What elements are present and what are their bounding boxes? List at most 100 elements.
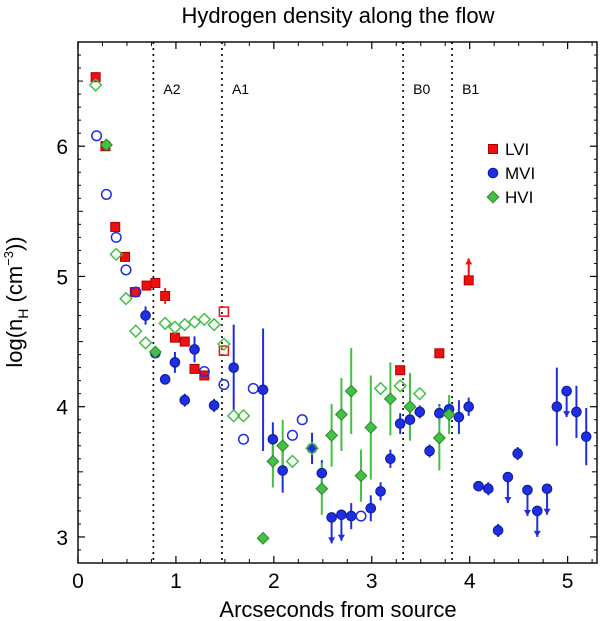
mvi-point: [502, 471, 514, 483]
y-axis-label: log(nH (cm−3)): [1, 236, 31, 367]
hvi-point: [99, 138, 113, 152]
mvi-point: [424, 445, 435, 457]
mvi-point: [571, 406, 582, 418]
hvi-legend-label: HVI: [505, 188, 533, 207]
hvi-point: [128, 324, 143, 339]
mvi-point: [218, 379, 230, 391]
lvi-point: [434, 348, 445, 359]
hvi-point: [393, 378, 408, 393]
mvi-point: [296, 414, 308, 426]
mvi-point: [208, 400, 220, 411]
mvi-point: [463, 401, 475, 413]
mvi-point: [453, 411, 465, 423]
legend: LVI MVI HVI: [486, 140, 535, 207]
mvi-point: [355, 510, 367, 522]
lvi-point: [141, 280, 152, 291]
mvi-point: [512, 448, 523, 459]
hvi-point: [412, 386, 427, 401]
chart-title: Hydrogen density along the flow: [181, 3, 494, 28]
mvi-legend-marker: [487, 167, 499, 179]
mvi-point: [365, 502, 377, 514]
mvi-point: [228, 362, 239, 373]
x-tick-label: 2: [268, 570, 280, 593]
lvi-legend-label: LVI: [505, 140, 529, 159]
y-tick-label: 4: [56, 397, 68, 420]
region-label: A2: [163, 81, 180, 97]
mvi-point: [159, 374, 171, 385]
lvi-point: [395, 365, 406, 376]
hvi-point: [354, 469, 368, 483]
mvi-point: [492, 525, 504, 536]
hvi-point: [148, 345, 162, 359]
lvi-point: [189, 363, 200, 374]
lvi-legend-marker: [488, 144, 498, 154]
mvi-point: [551, 401, 563, 413]
x-tick-label: 1: [170, 570, 182, 593]
axis-ticks: 0 1 2 3 4 5 3 4 5 6: [56, 41, 597, 593]
mvi-point: [169, 357, 181, 368]
lvi-limit-arrowhead: [465, 258, 473, 265]
hvi-point: [383, 392, 397, 406]
hvi-point: [364, 421, 378, 435]
lvi-point: [120, 251, 131, 262]
plot-area: A2 A1 B0 B1 0 1 2 3 4 5 3 4 5 6: [56, 41, 598, 593]
mvi-point: [531, 505, 543, 517]
mvi-point: [179, 394, 191, 406]
y-tick-label: 5: [56, 266, 68, 289]
y-tick-label: 3: [56, 527, 68, 550]
hvi-point: [226, 408, 241, 423]
mvi-point: [404, 414, 416, 426]
x-tick-label: 0: [72, 570, 84, 593]
mvi-limit-arrowhead: [533, 530, 541, 537]
mvi-point: [473, 480, 484, 492]
mvi-point: [541, 483, 553, 495]
hvi-legend-marker: [486, 190, 500, 204]
hvi-point: [158, 316, 173, 331]
hvi-point: [207, 317, 221, 332]
lvi-point: [169, 332, 180, 343]
hvi-point: [403, 400, 417, 414]
hvi-point: [138, 336, 153, 350]
lvi-point: [150, 277, 161, 288]
mvi-point: [394, 418, 406, 429]
lvi-point: [110, 221, 121, 232]
hvi-point: [432, 431, 446, 445]
lvi-point: [463, 275, 474, 286]
mvi-limit-arrowhead: [543, 508, 551, 515]
mvi-legend-label: MVI: [505, 164, 535, 183]
mvi-point: [257, 384, 269, 396]
hvi-point: [285, 454, 300, 469]
mvi-point: [277, 465, 288, 476]
mvi-point: [100, 188, 112, 200]
lvi-point: [179, 336, 190, 347]
hvi-point: [266, 454, 280, 468]
hvi-point: [373, 381, 388, 396]
mvi-point: [316, 467, 328, 479]
mvi-point: [237, 433, 250, 445]
hvi-point: [197, 312, 212, 327]
hvi-point: [256, 531, 270, 545]
mvi-point: [385, 453, 396, 465]
lvi-point: [218, 306, 230, 317]
mvi-point: [434, 407, 445, 419]
lvi-point: [160, 290, 171, 301]
mvi-point: [198, 365, 210, 378]
data-points: [88, 72, 592, 545]
hvi-point: [217, 337, 231, 352]
mvi-point: [375, 486, 386, 497]
region-lines: A2 A1 B0 B1: [152, 42, 479, 563]
x-tick-label: 5: [562, 570, 574, 593]
hvi-point: [442, 408, 456, 422]
plot-frame: [77, 41, 598, 564]
hvi-point: [187, 315, 202, 329]
hvi-point: [334, 408, 348, 422]
mvi-point: [326, 512, 337, 523]
hvi-point: [88, 78, 103, 92]
mvi-limit-arrowhead: [504, 497, 512, 504]
mvi-point: [120, 264, 132, 276]
region-label: B1: [462, 81, 479, 97]
mvi-point: [522, 484, 533, 496]
hvi-point: [344, 384, 358, 398]
lvi-point: [90, 72, 101, 83]
mvi-point: [247, 382, 259, 395]
